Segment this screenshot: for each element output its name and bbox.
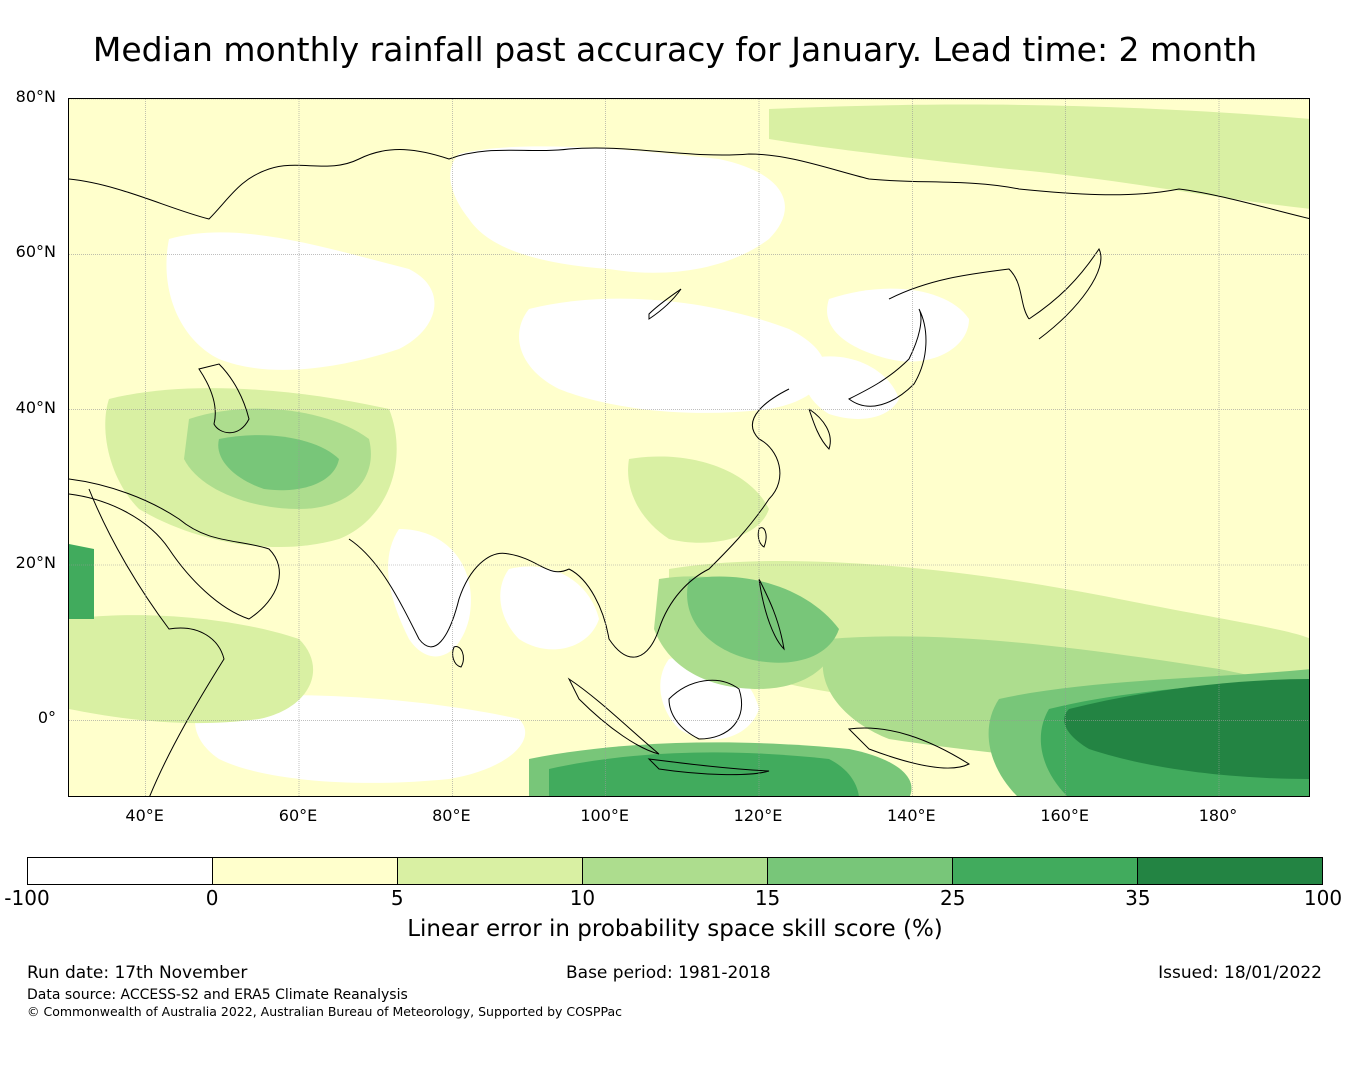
colorbar-tick-label: 10 [569,886,596,910]
colorbar-segment [953,858,1138,884]
latitude-label: 20°N [15,553,56,572]
region-africa-lightgreen [69,615,314,724]
region-iran-midgreen [218,435,339,491]
colorbar [27,857,1323,885]
coastline-srilanka [452,646,464,668]
longitude-label: 100°E [580,806,629,825]
coastline-japan [848,308,927,407]
coastline-newguinea [847,727,971,769]
rainfall-accuracy-map [68,98,1310,797]
base-period: Base period: 1981-2018 [566,963,771,983]
coastline-philippines [758,578,785,651]
colorbar-segment [768,858,953,884]
coastline-india [348,538,570,648]
region-redsea-darkest [69,544,94,619]
region-india-white [388,529,471,657]
region-china-lightgreen [628,456,769,543]
longitude-label: 40°E [125,806,164,825]
region-arctic-lightgreen [769,104,1309,209]
coastline-arabia [69,478,280,620]
latitude-label: 40°N [15,397,56,417]
graticule [69,99,1309,796]
region-pacific-darkest [1064,679,1309,779]
coastline-caspian [198,363,250,434]
latitude-label: 0° [37,708,56,728]
colorbar-tick-label: -100 [4,886,50,910]
colorbar-tick-label: 100 [1303,886,1343,910]
coastline-okhotsk [888,268,1030,320]
region-indian-ocean-white [195,695,526,783]
longitude-label: 80°E [432,806,471,825]
region-maritime-midgreen [687,576,839,663]
region-kazakh-white [166,232,435,370]
coastline-africa-east [88,488,225,796]
coastline-korea [808,408,831,450]
colorbar-segment [28,858,213,884]
coastline-arctic [69,147,1309,220]
region-east-russia-white [827,288,969,362]
colorbar-tick-label: 35 [1125,886,1151,910]
latitude-label: 60°N [15,242,56,262]
colorbar-tick-label: 15 [754,886,781,910]
copyright-notice: © Commonwealth of Australia 2022, Austra… [27,1004,622,1019]
colorbar-segment [1138,858,1322,884]
colorbar-label: Linear error in probability space skill … [407,916,943,942]
longitude-label: 60°E [278,806,318,825]
longitude-label: 180° [1198,806,1238,825]
longitude-label: 160°E [1040,806,1089,825]
data-source: Data source: ACCESS-S2 and ERA5 Climate … [27,987,408,1003]
chart-title: Median monthly rainfall past accuracy fo… [92,30,1258,69]
coastline-sumatra [567,677,660,755]
region-bay-white [500,566,599,650]
longitude-label: 120°E [733,806,783,825]
coastline-taiwan [757,527,767,548]
latitude-label: 80°N [15,87,56,106]
coastline-baikal [648,288,682,320]
region-japan-white [803,356,899,419]
colorbar-segment [583,858,768,884]
issued-date: Issued: 18/01/2022 [1158,963,1322,983]
coastline-kamchatka [1028,248,1102,340]
coastline-borneo [668,679,743,740]
colorbar-segment [398,858,583,884]
run-date: Run date: 17th November [27,963,248,983]
colorbar-segment [213,858,398,884]
longitude-label: 140°E [887,806,936,825]
region-siberia-white [450,146,785,273]
skill-regions [69,104,1309,796]
map-canvas [69,99,1309,796]
region-mongolia-white [519,298,826,413]
colorbar-tick-label: 5 [390,886,404,910]
colorbar-tick-label: 25 [939,886,966,910]
coastline-java [647,758,770,776]
colorbar-tick-label: 0 [205,886,219,910]
coastlines [69,147,1309,796]
